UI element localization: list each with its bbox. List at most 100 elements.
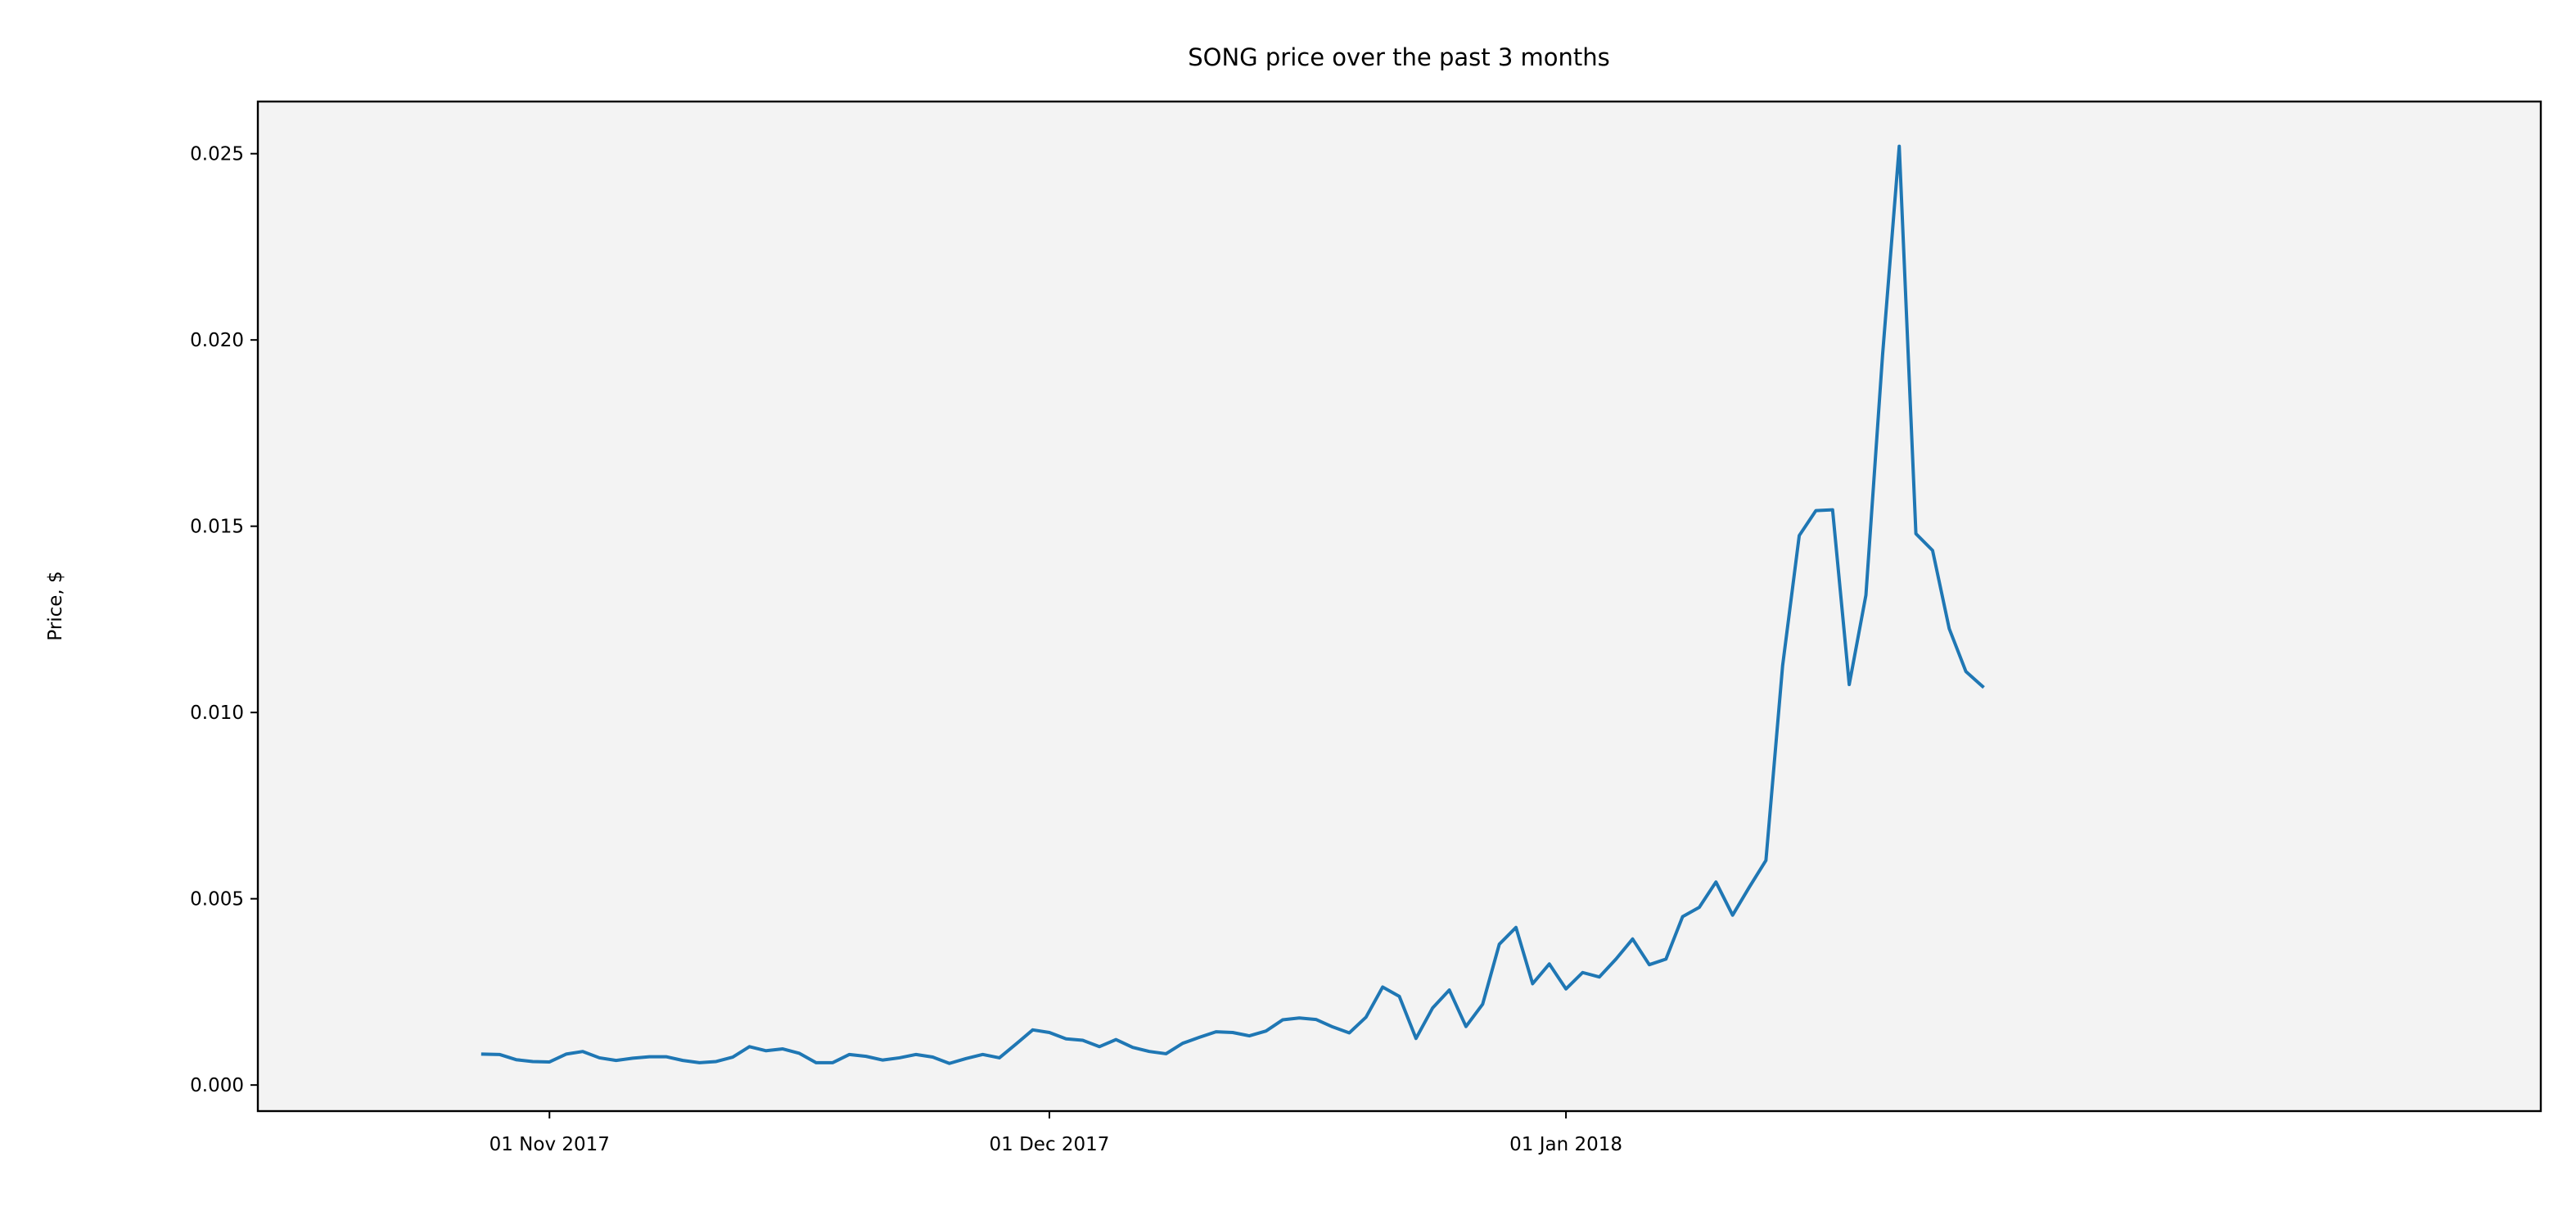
price-data-point <box>1297 1016 1301 1019</box>
price-data-point <box>1331 1025 1334 1028</box>
x-tick-label: 01 Jan 2018 <box>1509 1134 1622 1155</box>
price-data-point <box>498 1053 501 1056</box>
price-data-point <box>1265 1029 1268 1032</box>
plot-frame <box>256 100 2542 1113</box>
price-data-point <box>715 1060 718 1063</box>
x-tick-label: 01 Dec 2017 <box>990 1134 1110 1155</box>
price-data-point <box>1847 683 1851 686</box>
price-data-point <box>531 1060 535 1063</box>
price-data-point <box>1064 1037 1067 1041</box>
price-data-point <box>1464 1025 1468 1028</box>
price-data-point <box>647 1055 651 1059</box>
price-data-point <box>1897 145 1901 148</box>
price-data-point <box>1631 938 1635 941</box>
price-data-point <box>1031 1028 1035 1032</box>
price-data-point <box>1498 942 1501 946</box>
price-data-point <box>931 1055 934 1059</box>
data-layer <box>480 144 1985 1065</box>
price-data-point <box>615 1059 618 1062</box>
price-data-point <box>1181 1042 1184 1045</box>
y-axis-label: Price, $ <box>45 571 66 640</box>
price-data-point <box>1714 880 1717 883</box>
price-data-point <box>1781 664 1784 667</box>
price-data-point <box>631 1056 634 1060</box>
price-data-point <box>981 1053 985 1056</box>
price-data-point <box>1531 982 1534 985</box>
price-data-point <box>1581 971 1584 974</box>
axes-layer: 0.000 0.005 0.010 0.015 0.020 0.025 01 Nov 201… <box>190 144 1622 1155</box>
x-tick-label: 01 Nov 2017 <box>489 1134 610 1155</box>
price-data-point <box>1398 995 1401 998</box>
price-data-point <box>1014 1042 1017 1046</box>
price-data-point <box>1514 926 1518 929</box>
price-data-point <box>565 1052 568 1055</box>
price-data-point <box>1698 906 1701 909</box>
price-data-point <box>731 1055 734 1059</box>
price-data-point <box>1915 532 1918 535</box>
price-data-point <box>1548 962 1551 965</box>
price-data-point <box>1731 914 1735 917</box>
y-tick-label: 0.010 <box>190 703 244 724</box>
price-data-point <box>1598 975 1601 978</box>
price-data-point <box>1347 1031 1351 1034</box>
price-data-point <box>914 1053 918 1056</box>
y-tick-label: 0.020 <box>190 330 244 351</box>
y-tick-label: 0.000 <box>190 1075 244 1096</box>
price-data-point <box>748 1045 751 1048</box>
price-data-point <box>681 1059 684 1062</box>
price-data-point <box>548 1060 551 1064</box>
price-data-point <box>881 1059 884 1062</box>
price-data-point <box>515 1058 518 1061</box>
chart-title: SONG price over the past 3 months <box>1188 43 1610 71</box>
price-data-point <box>1164 1052 1167 1055</box>
price-data-point <box>964 1057 968 1060</box>
y-tick-label: 0.005 <box>190 889 244 910</box>
price-data-point <box>1414 1037 1418 1040</box>
price-data-point <box>1315 1018 1318 1021</box>
price-data-point <box>1281 1019 1284 1022</box>
price-data-point <box>1048 1031 1051 1034</box>
price-data-point <box>1865 594 1868 597</box>
price-data-point <box>598 1056 601 1060</box>
price-data-point <box>948 1062 951 1065</box>
price-data-point <box>1481 1002 1484 1005</box>
price-data-point <box>1764 859 1767 862</box>
price-data-point <box>831 1061 834 1064</box>
price-series-line <box>480 144 1985 1065</box>
price-data-point <box>1081 1039 1085 1042</box>
price-data-point <box>1131 1046 1135 1049</box>
price-data-point <box>1648 963 1651 966</box>
plot-area-background <box>258 102 2541 1111</box>
price-data-point <box>1981 685 1984 688</box>
price-data-point <box>697 1061 701 1064</box>
price-data-point <box>1448 988 1451 992</box>
price-data-point <box>1215 1030 1218 1033</box>
price-data-point <box>665 1055 668 1059</box>
y-tick-label: 0.015 <box>190 517 244 538</box>
price-data-point <box>1614 957 1617 960</box>
price-data-point <box>1831 508 1834 512</box>
price-data-point <box>1431 1006 1434 1010</box>
price-data-point <box>1931 549 1934 552</box>
price-data-point <box>1098 1045 1101 1048</box>
price-data-point <box>864 1055 868 1058</box>
price-data-point <box>798 1051 801 1055</box>
price-data-point <box>1247 1034 1251 1037</box>
price-data-point <box>1748 886 1751 889</box>
price-data-point <box>1798 534 1801 537</box>
price-data-point <box>998 1056 1001 1060</box>
price-data-point <box>1681 915 1685 918</box>
price-data-point <box>581 1050 584 1053</box>
price-data-point <box>1231 1031 1234 1034</box>
y-tick-label: 0.025 <box>190 144 244 165</box>
price-data-point <box>1664 957 1667 960</box>
price-data-point <box>765 1049 768 1052</box>
price-data-point <box>481 1052 485 1055</box>
price-data-point <box>1965 670 1968 673</box>
price-data-point <box>781 1047 784 1051</box>
price-data-point <box>1881 353 1884 356</box>
price-data-point <box>1814 509 1817 513</box>
price-data-point <box>898 1056 901 1060</box>
price-data-point <box>814 1061 818 1064</box>
